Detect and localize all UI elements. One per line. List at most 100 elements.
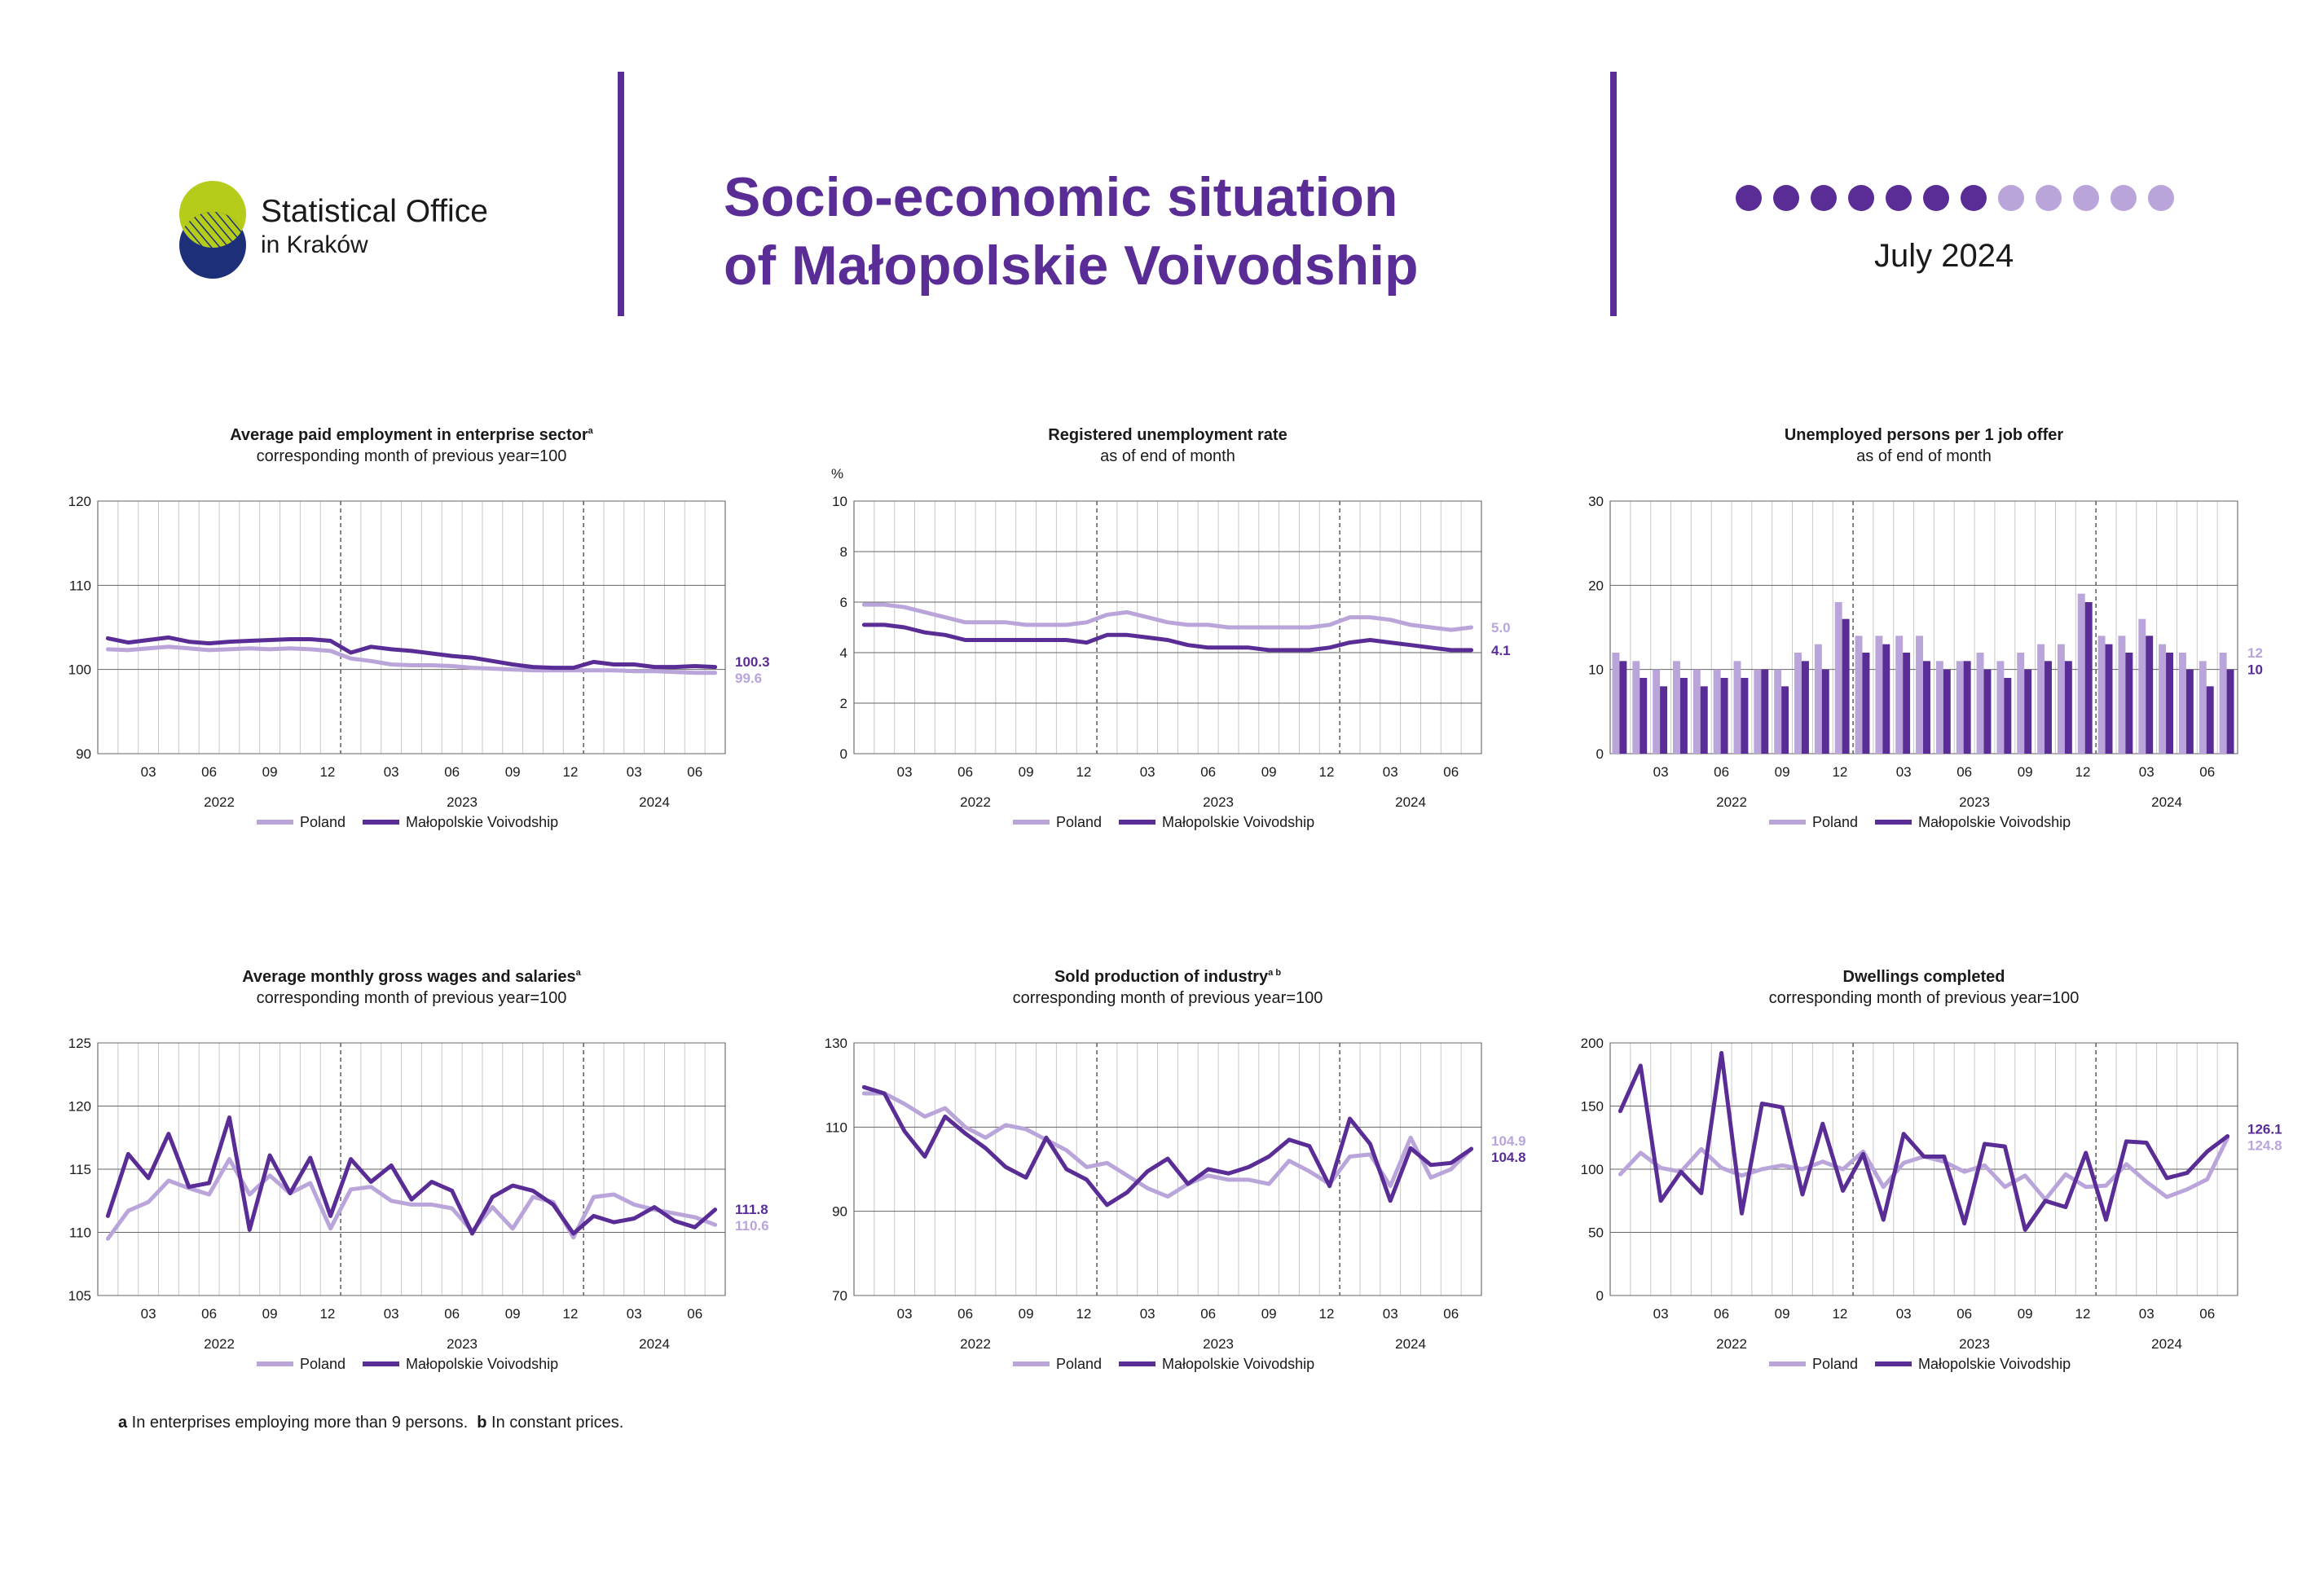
bar-malopolskie (1640, 678, 1648, 754)
x-tick-label: 03 (1383, 1306, 1398, 1322)
x-tick-label: 06 (957, 764, 973, 780)
bar-poland (2037, 644, 2045, 754)
y-tick-label: 90 (76, 746, 91, 762)
end-label-malopolskie: 10 (2247, 662, 2263, 678)
y-tick-label: 110 (69, 1225, 91, 1241)
legend-label-poland: Poland (300, 814, 346, 830)
page-title-line2: of Małopolskie Voivodship (724, 235, 1419, 297)
legend-label-poland: Poland (1812, 1356, 1858, 1372)
chart-industry-svg: Sold production of industrya b correspond… (825, 968, 1526, 1372)
chart-dwellings-svg: Dwellings completed corresponding month o… (1581, 968, 2282, 1372)
progress-dot-4 (1848, 185, 1874, 211)
bar-malopolskie (1963, 661, 1971, 754)
chart-subtitle: as of end of month (1856, 447, 1992, 465)
bar-poland (1916, 636, 1924, 754)
x-tick-label: 03 (1896, 764, 1912, 780)
y-tick-label: 4 (840, 645, 847, 661)
bar-poland (2057, 644, 2065, 754)
legend-label-malopolskie: Małopolskie Voivodship (406, 1356, 558, 1372)
x-tick-label: 03 (2139, 764, 2155, 780)
y-tick-label: 0 (1596, 1288, 1604, 1304)
series-line-malopolskie (861, 622, 1474, 653)
footnote-b-text: In constant prices. (486, 1414, 624, 1432)
bar-malopolskie (2206, 686, 2214, 754)
x-tick-label: 06 (1443, 764, 1459, 780)
bar-poland (2017, 653, 2025, 754)
legend-label-malopolskie: Małopolskie Voivodship (1918, 1356, 2071, 1372)
x-tick-label: 03 (384, 764, 399, 780)
x-tick-label: 09 (1261, 764, 1277, 780)
y-tick-label: 0 (1596, 746, 1604, 762)
bar-malopolskie (2226, 669, 2234, 754)
x-tick-label: 06 (444, 1306, 460, 1322)
chart-title: Average paid employment in enterprise se… (230, 426, 593, 444)
logo-icon (179, 181, 246, 279)
bar-poland (1612, 653, 1620, 754)
footnote-b-mark: b (477, 1414, 487, 1432)
plot-frame (853, 500, 1482, 754)
y-tick-label: 6 (840, 595, 847, 610)
y-tick-label: 150 (1581, 1099, 1604, 1115)
x-tick-label: 06 (1956, 1306, 1972, 1322)
bar-poland (2118, 636, 2126, 754)
legend-label-poland: Poland (1812, 814, 1858, 830)
series-line-malopolskie (861, 1084, 1474, 1207)
x-tick-label: 12 (563, 764, 579, 780)
x-year-label: 2023 (1203, 1336, 1234, 1352)
chart-unemployment-svg: Registered unemployment rate as of end of… (831, 426, 1511, 830)
end-label-malopolskie: 100.3 (735, 654, 770, 670)
bar-malopolskie (2105, 644, 2113, 754)
x-tick-label: 09 (262, 764, 278, 780)
legend-label-malopolskie: Małopolskie Voivodship (1162, 1356, 1314, 1372)
chart-unemployment: Registered unemployment rate as of end of… (813, 420, 1547, 843)
y-tick-label: 100 (68, 662, 91, 678)
x-tick-label: 03 (897, 764, 913, 780)
bar-malopolskie (1903, 653, 1911, 754)
chart-title: Unemployed persons per 1 job offer (1785, 426, 2064, 444)
logo-location: in Kraków (261, 231, 368, 258)
bar-poland (2077, 593, 2085, 754)
x-year-label: 2022 (204, 1336, 235, 1352)
bar-poland (1814, 644, 1822, 754)
bar-malopolskie (2064, 661, 2072, 754)
bar-malopolskie (1720, 678, 1728, 754)
y-tick-label: 10 (832, 494, 847, 509)
bar-poland (2178, 653, 2186, 754)
x-tick-label: 03 (141, 1306, 156, 1322)
bar-poland (1935, 661, 1943, 754)
bar-malopolskie (1700, 686, 1708, 754)
progress-dot-2 (1773, 185, 1799, 211)
y-tick-label: 90 (832, 1204, 847, 1220)
bar-malopolskie (1923, 661, 1930, 754)
chart-subtitle: corresponding month of previous year=100 (257, 989, 567, 1007)
bar-poland (1855, 636, 1863, 754)
bar-poland (2159, 644, 2167, 754)
chart-title: Registered unemployment rate (1048, 426, 1287, 444)
y-tick-label: 200 (1581, 1036, 1604, 1051)
progress-dot-11 (2111, 185, 2137, 211)
x-tick-label: 03 (627, 1306, 642, 1322)
x-tick-label: 12 (563, 1306, 579, 1322)
bar-malopolskie (2045, 661, 2052, 754)
y-tick-label: 10 (1588, 662, 1604, 678)
x-year-label: 2024 (2151, 1336, 2182, 1352)
chart-title-superscript: a (576, 968, 582, 978)
bar-malopolskie (1781, 686, 1789, 754)
bar-malopolskie (1862, 653, 1870, 754)
end-label-poland: 110.6 (735, 1218, 769, 1234)
series-line-malopolskie (105, 635, 718, 671)
end-label-malopolskie: 111.8 (735, 1202, 768, 1217)
progress-dot-6 (1923, 185, 1949, 211)
progress-dot-5 (1886, 185, 1912, 211)
x-tick-label: 06 (201, 1306, 217, 1322)
legend-label-poland: Poland (300, 1356, 346, 1372)
x-year-label: 2023 (447, 1336, 478, 1352)
progress-dot-7 (1961, 185, 1987, 211)
legend-label-poland: Poland (1056, 814, 1102, 830)
logo-name: Statistical Office (261, 194, 488, 229)
month-progress-dots (1736, 185, 2174, 211)
y-tick-label: 130 (825, 1036, 847, 1051)
bar-malopolskie (2125, 653, 2133, 754)
chart-per-offer-svg: Unemployed persons per 1 job offer as of … (1588, 426, 2263, 830)
bar-poland (1956, 661, 1964, 754)
